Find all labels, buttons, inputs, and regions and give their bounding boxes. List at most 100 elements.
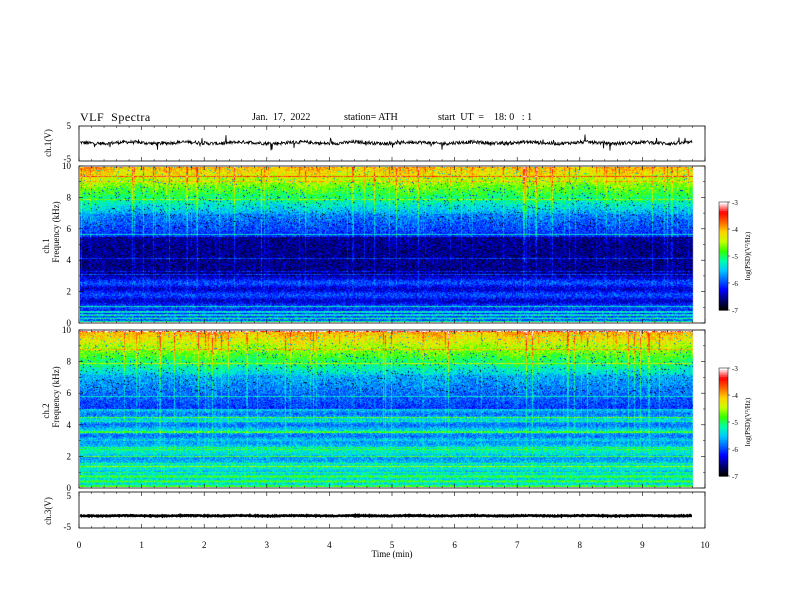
y-tick-label: 10 [62,161,72,171]
colorbar-tick-label: -3 [732,365,738,373]
colorbar-swatch [719,405,728,409]
colorbar-tick-label: -5 [732,253,738,261]
colorbar-swatch [719,243,728,246]
colorbar-swatch [719,272,728,275]
colorbar-swatch [719,293,728,297]
colorbar-swatch [719,209,728,212]
colorbar-swatch [719,393,728,396]
colorbar-swatch [719,277,728,280]
ch1-spectrogram-image [80,167,694,322]
colorbar-swatch [719,400,728,403]
y-tick-label: 10 [62,325,72,335]
colorbar-tick-label: -7 [732,307,738,315]
ch3-waveform-panel: 5 -5 ch.3(V) [43,491,706,532]
colorbar-swatch [719,425,728,428]
colorbar-swatch [719,266,728,270]
colorbar-swatch [719,386,728,389]
colorbar-swatch [719,288,728,291]
colorbar-swatch [719,369,728,373]
colorbar-tick-label: -5 [732,419,738,427]
colorbar-swatch [719,368,728,371]
colorbar-swatch [719,295,728,298]
start-time-label: start UT = 18: 0 : 1 [438,112,533,123]
colorbar-swatch [719,254,728,257]
colorbar-swatch [719,416,728,419]
ch2-spectrogram-image [80,331,694,487]
colorbar-swatch [719,252,728,255]
colorbar-tick-label: -7 [732,473,738,481]
y-tick-label: 8 [67,192,72,202]
colorbar-swatch [719,441,728,445]
colorbar-swatch [719,402,728,405]
ch1-spectrogram-ylabel: Frequency (kHz) [51,201,61,262]
colorbar-swatch [719,241,728,244]
colorbar-swatch [719,409,728,412]
colorbar-swatch [719,203,728,207]
y-tick-label: 6 [67,224,72,234]
colorbar-swatch [719,227,728,230]
colorbar-swatch [719,229,728,232]
colorbar-swatch [719,429,728,432]
colorbar-swatch [719,286,728,289]
colorbar-swatch [719,378,728,382]
colorbar-swatch [719,270,728,273]
colorbar-swatch [719,216,728,219]
colorbar-swatch [719,423,728,427]
colorbar-tick-label: -3 [732,199,738,207]
colorbar-swatch [719,436,728,439]
x-tick-label: 10 [701,540,711,550]
colorbar-swatch [719,256,728,259]
colorbar-swatch [719,290,728,293]
colorbar-swatch [719,220,728,223]
colorbar-swatch [719,384,728,387]
colorbar-tick-label: -6 [732,446,738,454]
colorbar-swatch [719,431,728,434]
colorbar-swatch [719,407,728,410]
ch2-channel-label: ch.2 [41,403,51,418]
colorbar-swatch [719,452,728,455]
x-tick-label: 1 [139,540,144,550]
colorbar-swatch [719,261,728,264]
y-tick-label: 8 [67,357,72,367]
y-tick-label: 4 [67,420,72,430]
colorbar-swatch [719,214,728,217]
colorbar-swatch [719,396,728,400]
colorbar-swatch [719,225,728,228]
colorbar-swatch [719,456,728,459]
y-tick-label: 6 [67,388,72,398]
colorbar-swatch [719,398,728,401]
colorbar-swatch [719,218,728,221]
colorbar-swatch [719,275,728,279]
colorbar-swatch [719,236,728,239]
ch1-ylabel: ch.1(V) [43,129,53,157]
colorbar-swatch [719,202,728,205]
time-axis: 0 1 2 3 4 5 6 7 8 9 10 [77,126,710,550]
date-label: Jan. 17, 2022 [252,112,311,123]
colorbar-swatch [719,461,728,464]
colorbar-swatch [719,221,728,225]
colorbar-swatch [719,413,728,416]
colorbar-swatch [719,467,728,470]
colorbar-swatch [719,299,728,302]
colorbar-swatch [719,387,728,391]
colorbar-swatch [719,447,728,450]
colorbar-swatch [719,248,728,252]
colorbar-swatch [719,474,728,477]
y-tick-label: 2 [67,451,72,461]
colorbar-swatch [719,414,728,418]
colorbar-swatch [719,238,728,241]
colorbar-swatch [719,472,728,475]
time-axis-label: Time (min) [372,549,413,559]
y-tick-label: 4 [67,255,72,265]
colorbar-swatch [719,239,728,243]
ch3-waveform-trace [79,513,692,519]
x-tick-label: 5 [390,540,395,550]
ch1-spectrogram-panel: 0 2 4 6 8 10 Frequency (kHz) ch.1 -3 -4 -5 -6 -7 l… [41,161,752,328]
colorbar-swatch [719,404,728,407]
y-tick-label: 2 [67,287,72,297]
colorbar-swatch [719,377,728,380]
ch1-ytick-min: -5 [64,154,72,164]
ch3-ytick-min: -5 [64,522,72,532]
colorbar-swatch [719,207,728,210]
colorbar-swatch [719,420,728,423]
